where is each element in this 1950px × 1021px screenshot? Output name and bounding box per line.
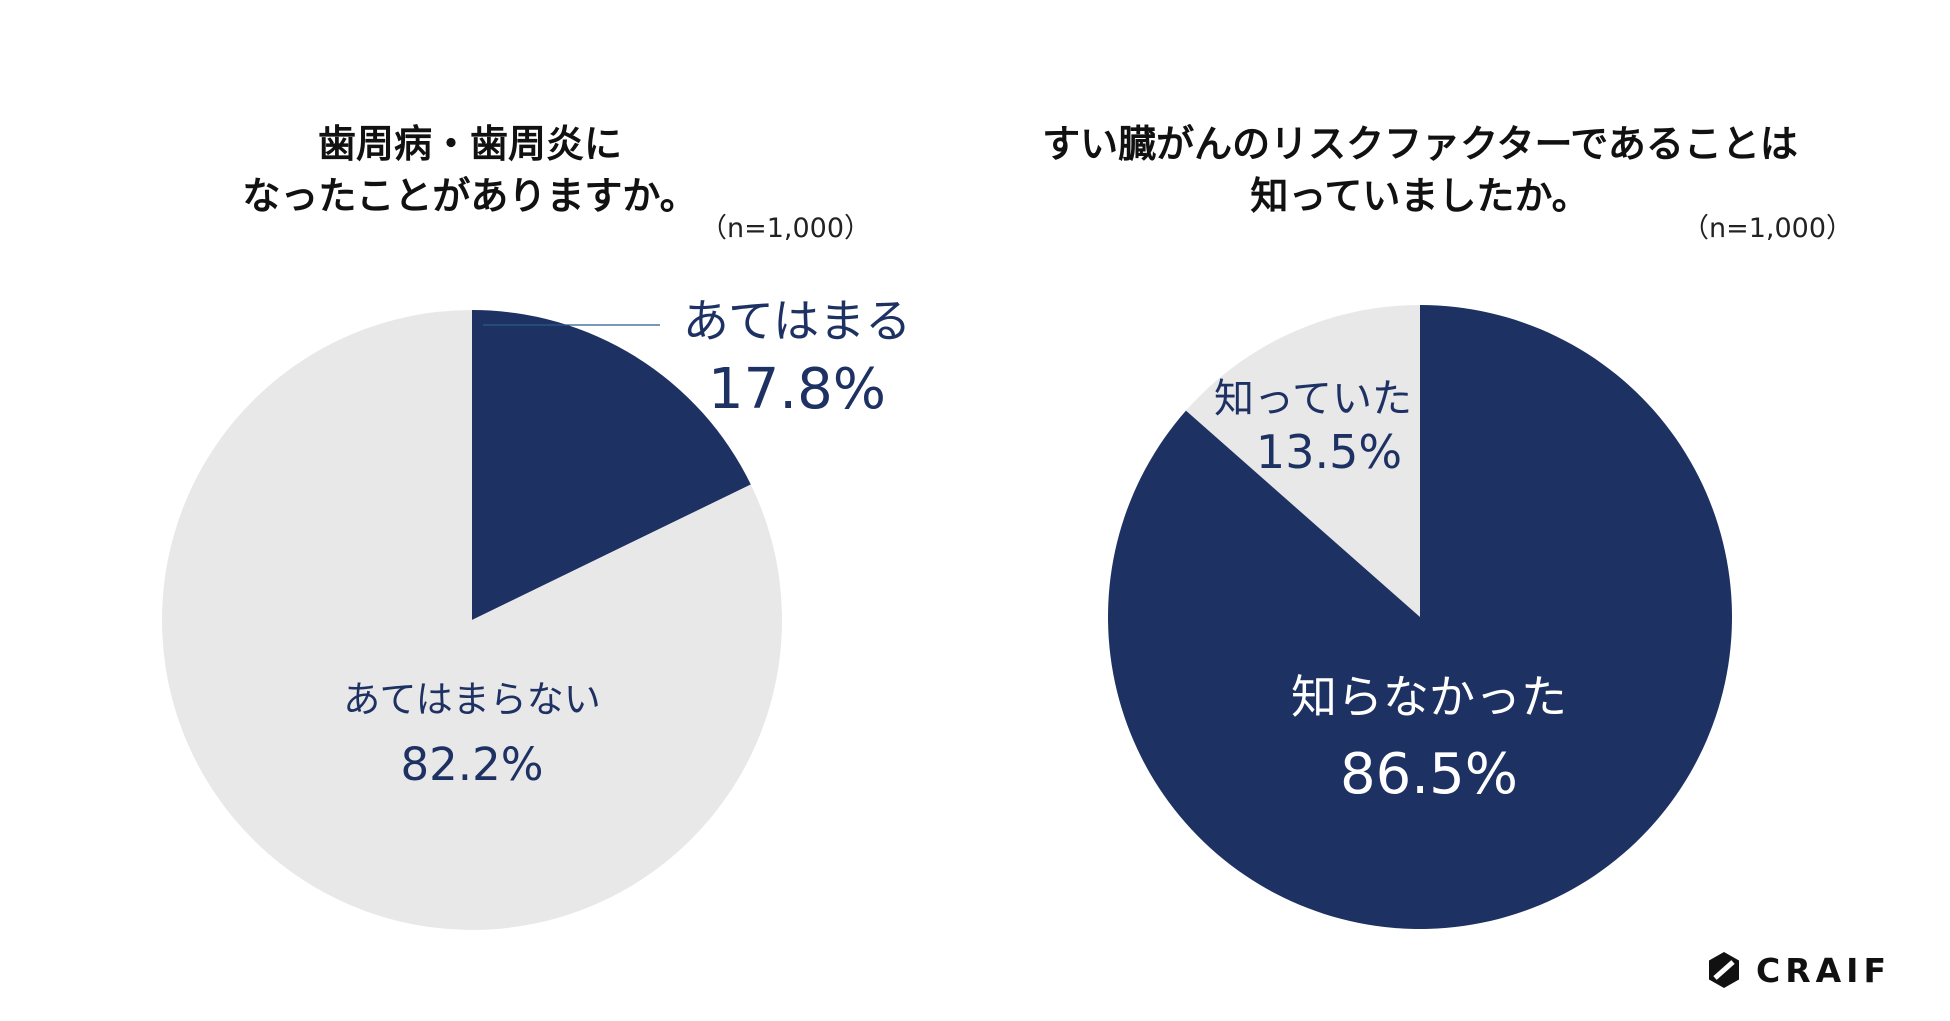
chart-2-title-line-1: すい臓がんのリスクファクターであることは: [1042, 122, 1798, 166]
chart-1-sample-size: （n=1,000）: [700, 213, 872, 244]
pie-1-value-atehamaru: 17.8%: [708, 357, 886, 422]
pie-2-slice-shiranakatta: [1108, 305, 1733, 930]
chart-1-title-line-1: 歯周病・歯周炎に: [317, 122, 622, 166]
pie-2-label-shiranakatta: 知らなかった: [1291, 670, 1567, 724]
chart-2-title: すい臓がんのリスクファクターであることは 知っていましたか。: [1000, 118, 1840, 222]
pie-2-value-shitteita: 13.5%: [1256, 425, 1402, 479]
chart-2-sample-size: （n=1,000）: [1682, 213, 1854, 244]
pie-2-label-shitteita: 知っていた: [1214, 376, 1412, 422]
pie-1-slice-atehamaranai: [162, 310, 783, 930]
pie-1-slice-atehamaru: [472, 310, 751, 620]
chart-1-title-line-2: なったことがありますか。: [242, 174, 698, 218]
pie-2-value-shiranakatta: 86.5%: [1340, 742, 1518, 807]
hexagon-slash-icon: [1709, 952, 1739, 988]
pie-1-value-atehamaranai: 82.2%: [401, 738, 544, 791]
pie-1-label-atehamaranai: あてはまらない: [343, 678, 601, 721]
chart-1-title: 歯周病・歯周炎に なったことがありますか。: [150, 118, 790, 222]
pie-1-label-atehamaru: あてはまる: [683, 294, 911, 348]
chart-2-title-line-2: 知っていましたか。: [1250, 174, 1590, 218]
logo-text: CRAIF: [1756, 950, 1891, 990]
craif-logo: CRAIF: [1706, 948, 1891, 992]
pie-2-slice-shitteita: [1185, 305, 1420, 617]
